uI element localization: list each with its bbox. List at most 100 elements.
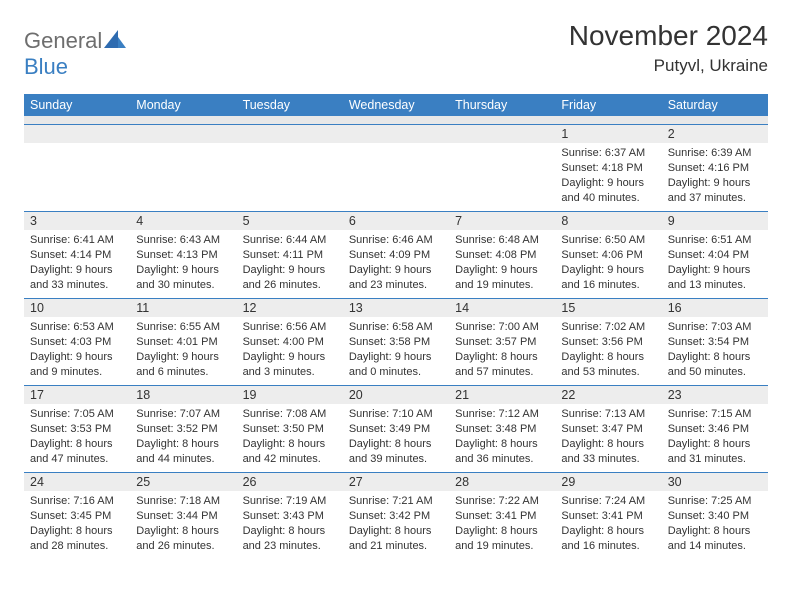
- sunset-text: Sunset: 3:44 PM: [136, 509, 230, 524]
- day-body: Sunrise: 7:19 AMSunset: 3:43 PMDaylight:…: [237, 491, 343, 557]
- day-body: Sunrise: 7:22 AMSunset: 3:41 PMDaylight:…: [449, 491, 555, 557]
- day-cell: 5Sunrise: 6:44 AMSunset: 4:11 PMDaylight…: [237, 212, 343, 298]
- sunrise-text: Sunrise: 6:39 AM: [668, 146, 762, 161]
- weeks-container: 1Sunrise: 6:37 AMSunset: 4:18 PMDaylight…: [24, 124, 768, 559]
- daylight-text: Daylight: 9 hours and 26 minutes.: [243, 263, 337, 293]
- day-number: 19: [237, 386, 343, 404]
- sunrise-text: Sunrise: 6:51 AM: [668, 233, 762, 248]
- sunrise-text: Sunrise: 7:03 AM: [668, 320, 762, 335]
- header: General Blue November 2024 Putyvl, Ukrai…: [24, 20, 768, 80]
- day-cell: 23Sunrise: 7:15 AMSunset: 3:46 PMDayligh…: [662, 386, 768, 472]
- day-number: 23: [662, 386, 768, 404]
- day-body: Sunrise: 6:43 AMSunset: 4:13 PMDaylight:…: [130, 230, 236, 296]
- day-number: 27: [343, 473, 449, 491]
- day-number: 13: [343, 299, 449, 317]
- sunset-text: Sunset: 4:03 PM: [30, 335, 124, 350]
- sunrise-text: Sunrise: 6:48 AM: [455, 233, 549, 248]
- daylight-text: Daylight: 8 hours and 28 minutes.: [30, 524, 124, 554]
- sunrise-text: Sunrise: 7:10 AM: [349, 407, 443, 422]
- week-row: 3Sunrise: 6:41 AMSunset: 4:14 PMDaylight…: [24, 211, 768, 298]
- logo-text: General Blue: [24, 28, 126, 80]
- day-number: [343, 125, 449, 143]
- sunset-text: Sunset: 3:43 PM: [243, 509, 337, 524]
- sunset-text: Sunset: 4:00 PM: [243, 335, 337, 350]
- daylight-text: Daylight: 9 hours and 9 minutes.: [30, 350, 124, 380]
- day-body: [24, 143, 130, 150]
- location: Putyvl, Ukraine: [569, 56, 768, 76]
- day-cell: 3 Sunrise: 6:41 AMSunset: 4:14 PMDaylight…: [24, 212, 130, 298]
- day-header-row: SundayMondayTuesdayWednesdayThursdayFrid…: [24, 94, 768, 116]
- daylight-text: Daylight: 9 hours and 33 minutes.: [30, 263, 124, 293]
- day-number: [24, 125, 130, 143]
- day-number: 21: [449, 386, 555, 404]
- day-body: [449, 143, 555, 150]
- day-cell: 22Sunrise: 7:13 AMSunset: 3:47 PMDayligh…: [555, 386, 661, 472]
- sunrise-text: Sunrise: 7:07 AM: [136, 407, 230, 422]
- sunrise-text: Sunrise: 6:41 AM: [30, 233, 124, 248]
- day-cell: 30Sunrise: 7:25 AMSunset: 3:40 PMDayligh…: [662, 473, 768, 559]
- sunrise-text: Sunrise: 7:22 AM: [455, 494, 549, 509]
- sunrise-text: Sunrise: 7:24 AM: [561, 494, 655, 509]
- sunset-text: Sunset: 4:16 PM: [668, 161, 762, 176]
- daylight-text: Daylight: 9 hours and 40 minutes.: [561, 176, 655, 206]
- day-cell: [130, 125, 236, 211]
- sunset-text: Sunset: 3:46 PM: [668, 422, 762, 437]
- sunset-text: Sunset: 3:52 PM: [136, 422, 230, 437]
- logo-sail-icon: [104, 35, 126, 52]
- day-header-monday: Monday: [130, 94, 236, 116]
- week-row: 10Sunrise: 6:53 AMSunset: 4:03 PMDayligh…: [24, 298, 768, 385]
- daylight-text: Daylight: 9 hours and 3 minutes.: [243, 350, 337, 380]
- day-header-saturday: Saturday: [662, 94, 768, 116]
- daylight-text: Daylight: 8 hours and 16 minutes.: [561, 524, 655, 554]
- day-number: 2: [662, 125, 768, 143]
- sunrise-text: Sunrise: 6:58 AM: [349, 320, 443, 335]
- daylight-text: Daylight: 9 hours and 16 minutes.: [561, 263, 655, 293]
- day-cell: 9Sunrise: 6:51 AMSunset: 4:04 PMDaylight…: [662, 212, 768, 298]
- day-cell: 26Sunrise: 7:19 AMSunset: 3:43 PMDayligh…: [237, 473, 343, 559]
- spacer-row: [24, 116, 768, 124]
- day-number: 28: [449, 473, 555, 491]
- daylight-text: Daylight: 8 hours and 44 minutes.: [136, 437, 230, 467]
- day-number: [449, 125, 555, 143]
- day-body: Sunrise: 7:16 AMSunset: 3:45 PMDaylight:…: [24, 491, 130, 557]
- sunrise-text: Sunrise: 7:02 AM: [561, 320, 655, 335]
- sunset-text: Sunset: 4:14 PM: [30, 248, 124, 263]
- day-number: 4: [130, 212, 236, 230]
- day-number: 29: [555, 473, 661, 491]
- sunrise-text: Sunrise: 7:18 AM: [136, 494, 230, 509]
- day-body: Sunrise: 7:25 AMSunset: 3:40 PMDaylight:…: [662, 491, 768, 557]
- day-body: Sunrise: 7:18 AMSunset: 3:44 PMDaylight:…: [130, 491, 236, 557]
- sunset-text: Sunset: 3:57 PM: [455, 335, 549, 350]
- sunset-text: Sunset: 3:49 PM: [349, 422, 443, 437]
- sunset-text: Sunset: 4:04 PM: [668, 248, 762, 263]
- daylight-text: Daylight: 9 hours and 19 minutes.: [455, 263, 549, 293]
- day-cell: 29Sunrise: 7:24 AMSunset: 3:41 PMDayligh…: [555, 473, 661, 559]
- daylight-text: Daylight: 8 hours and 47 minutes.: [30, 437, 124, 467]
- daylight-text: Daylight: 9 hours and 13 minutes.: [668, 263, 762, 293]
- day-body: Sunrise: 6:44 AMSunset: 4:11 PMDaylight:…: [237, 230, 343, 296]
- day-cell: 28Sunrise: 7:22 AMSunset: 3:41 PMDayligh…: [449, 473, 555, 559]
- sunrise-text: Sunrise: 7:21 AM: [349, 494, 443, 509]
- day-header-sunday: Sunday: [24, 94, 130, 116]
- day-header-friday: Friday: [555, 94, 661, 116]
- day-body: Sunrise: 7:03 AMSunset: 3:54 PMDaylight:…: [662, 317, 768, 383]
- day-cell: 4Sunrise: 6:43 AMSunset: 4:13 PMDaylight…: [130, 212, 236, 298]
- day-number: 14: [449, 299, 555, 317]
- day-number: 3: [24, 212, 130, 230]
- week-row: 24Sunrise: 7:16 AMSunset: 3:45 PMDayligh…: [24, 472, 768, 559]
- week-row: 17Sunrise: 7:05 AMSunset: 3:53 PMDayligh…: [24, 385, 768, 472]
- sunset-text: Sunset: 3:50 PM: [243, 422, 337, 437]
- daylight-text: Daylight: 9 hours and 37 minutes.: [668, 176, 762, 206]
- day-cell: 18Sunrise: 7:07 AMSunset: 3:52 PMDayligh…: [130, 386, 236, 472]
- sunset-text: Sunset: 3:41 PM: [455, 509, 549, 524]
- sunset-text: Sunset: 4:01 PM: [136, 335, 230, 350]
- daylight-text: Daylight: 8 hours and 50 minutes.: [668, 350, 762, 380]
- sunset-text: Sunset: 3:58 PM: [349, 335, 443, 350]
- day-cell: 16Sunrise: 7:03 AMSunset: 3:54 PMDayligh…: [662, 299, 768, 385]
- day-number: [130, 125, 236, 143]
- daylight-text: Daylight: 8 hours and 19 minutes.: [455, 524, 549, 554]
- logo-general: General: [24, 28, 102, 53]
- sunset-text: Sunset: 3:54 PM: [668, 335, 762, 350]
- day-cell: [24, 125, 130, 211]
- day-cell: 2 Sunrise: 6:39 AMSunset: 4:16 PMDaylight…: [662, 125, 768, 211]
